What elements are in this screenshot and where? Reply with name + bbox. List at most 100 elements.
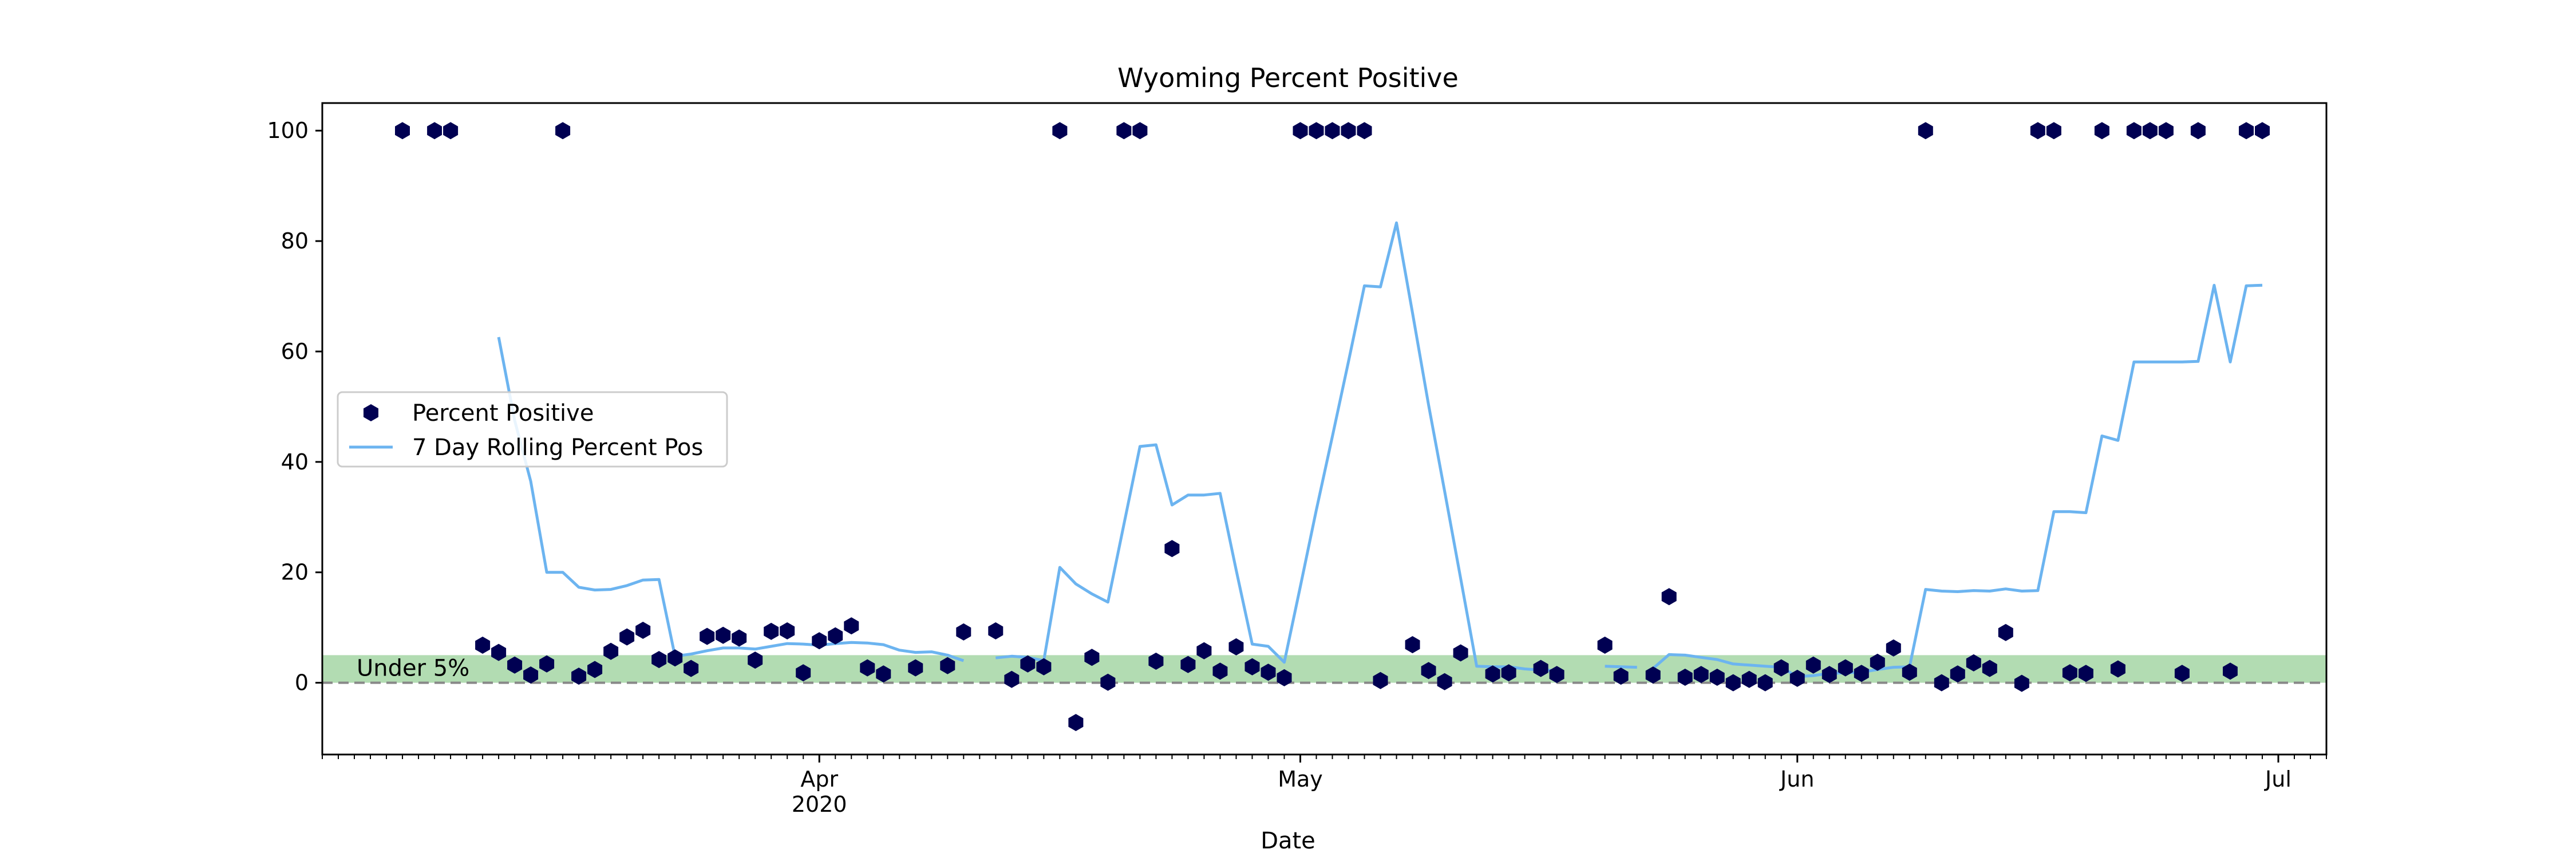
- percent-positive-point-77: [1789, 669, 1805, 687]
- percent-positive-point-43: [1148, 653, 1164, 670]
- rolling-line-segment-3: [1605, 665, 1637, 669]
- percent-positive-point-1: [395, 122, 410, 140]
- percent-positive-point-14: [635, 622, 651, 639]
- under-5-band-label: Under 5%: [357, 655, 469, 682]
- legend-scatter-marker: [364, 404, 378, 421]
- y-tick-label-100: 100: [267, 118, 309, 143]
- percent-positive-point-34: [1004, 670, 1020, 688]
- percent-positive-point-59: [1421, 662, 1436, 680]
- legend-layer: Percent Positive 7 Day Rolling Percent Po…: [337, 391, 728, 468]
- y-tick-label-80: 80: [281, 228, 309, 254]
- percent-positive-point-93: [2046, 122, 2061, 140]
- x-tick-label-apr: Apr: [800, 767, 838, 792]
- percent-positive-point-5: [491, 643, 507, 661]
- percent-positive-point-13: [619, 628, 635, 646]
- percent-positive-point-44: [1164, 540, 1180, 558]
- percent-positive-point-15: [651, 651, 667, 669]
- percent-positive-point-82: [1870, 653, 1885, 671]
- rolling-line-segment-2: [995, 221, 1557, 672]
- plot-frame: [321, 102, 2328, 756]
- percent-positive-point-83: [1886, 639, 1901, 657]
- percent-positive-point-79: [1822, 666, 1837, 684]
- legend-label-rolling: 7 Day Rolling Percent Pos: [412, 435, 703, 461]
- y-tick-label-40: 40: [281, 449, 309, 475]
- percent-positive-point-12: [603, 642, 619, 660]
- percent-positive-point-68: [1645, 666, 1661, 684]
- percent-positive-point-72: [1709, 669, 1725, 686]
- percent-positive-point-50: [1261, 663, 1276, 681]
- percent-positive-point-76: [1773, 659, 1789, 677]
- percent-positive-point-61: [1453, 644, 1468, 662]
- percent-positive-point-32: [956, 623, 971, 641]
- chart-title: Wyoming Percent Positive: [1117, 62, 1459, 93]
- percent-positive-point-56: [1357, 122, 1372, 140]
- percent-positive-point-99: [2142, 122, 2158, 140]
- percent-positive-point-36: [1036, 658, 1052, 676]
- percent-positive-point-57: [1373, 672, 1388, 689]
- percent-positive-point-95: [2078, 665, 2093, 682]
- rolling-line-segment-1: [497, 337, 965, 662]
- percent-positive-point-35: [1020, 655, 1036, 673]
- percent-positive-point-104: [2239, 122, 2254, 140]
- percent-positive-point-86: [1934, 674, 1949, 692]
- percent-positive-point-100: [2158, 122, 2174, 140]
- point-layer: [395, 122, 2270, 732]
- percent-positive-point-78: [1805, 656, 1821, 674]
- percent-positive-point-98: [2126, 122, 2142, 140]
- percent-positive-point-60: [1437, 673, 1452, 690]
- percent-positive-point-41: [1116, 122, 1132, 140]
- percent-positive-point-67: [1613, 668, 1629, 685]
- percent-positive-point-80: [1838, 659, 1853, 677]
- percent-positive-point-92: [2030, 122, 2045, 140]
- percent-positive-point-90: [1998, 623, 2013, 641]
- percent-positive-point-38: [1068, 714, 1084, 732]
- percent-positive-point-22: [764, 622, 779, 640]
- percent-positive-point-29: [876, 665, 891, 683]
- percent-positive-point-9: [555, 122, 571, 140]
- x-tick-label-jul: Jul: [2264, 767, 2291, 792]
- x-tick-label-jun: Jun: [1779, 767, 1814, 792]
- percent-positive-point-19: [716, 626, 731, 644]
- y-tick-label-0: 0: [295, 670, 309, 696]
- percent-positive-point-54: [1325, 122, 1340, 140]
- percent-positive-point-65: [1549, 666, 1564, 684]
- percent-positive-point-96: [2094, 122, 2109, 140]
- percent-positive-point-58: [1405, 636, 1420, 654]
- percent-positive-point-81: [1854, 665, 1869, 682]
- percent-positive-point-84: [1902, 663, 1917, 681]
- percent-positive-point-89: [1982, 659, 1997, 677]
- percent-positive-point-31: [940, 657, 955, 674]
- x-tick-label-may: May: [1278, 767, 1323, 792]
- percent-positive-point-25: [812, 632, 827, 650]
- percent-positive-point-62: [1485, 665, 1500, 683]
- percent-positive-point-17: [683, 659, 699, 677]
- percent-positive-point-97: [2110, 660, 2125, 678]
- percent-positive-point-49: [1244, 658, 1260, 676]
- percent-positive-point-64: [1533, 659, 1548, 677]
- percent-positive-point-30: [908, 659, 923, 677]
- percent-positive-point-101: [2174, 665, 2190, 682]
- percent-positive-point-23: [780, 622, 795, 639]
- percent-positive-point-16: [667, 649, 683, 667]
- percent-positive-point-8: [539, 655, 555, 673]
- percent-positive-point-91: [2014, 674, 2029, 692]
- percent-positive-point-26: [828, 627, 843, 645]
- legend-box: [337, 391, 728, 468]
- percent-positive-point-4: [475, 637, 491, 654]
- percent-positive-point-48: [1228, 638, 1244, 655]
- x-axis-label: Date: [1261, 828, 1315, 854]
- percent-positive-point-103: [2223, 662, 2238, 680]
- percent-positive-point-73: [1725, 674, 1741, 692]
- percent-positive-point-69: [1661, 588, 1677, 606]
- percent-positive-point-51: [1277, 669, 1292, 686]
- percent-positive-point-55: [1341, 122, 1356, 140]
- percent-positive-point-88: [1966, 654, 1981, 672]
- percent-positive-point-66: [1597, 637, 1613, 654]
- percent-positive-point-7: [523, 666, 539, 684]
- percent-positive-point-46: [1196, 642, 1212, 659]
- percent-positive-point-74: [1741, 670, 1757, 688]
- percent-positive-point-18: [700, 627, 715, 645]
- legend-label-percent-positive: Percent Positive: [412, 400, 594, 426]
